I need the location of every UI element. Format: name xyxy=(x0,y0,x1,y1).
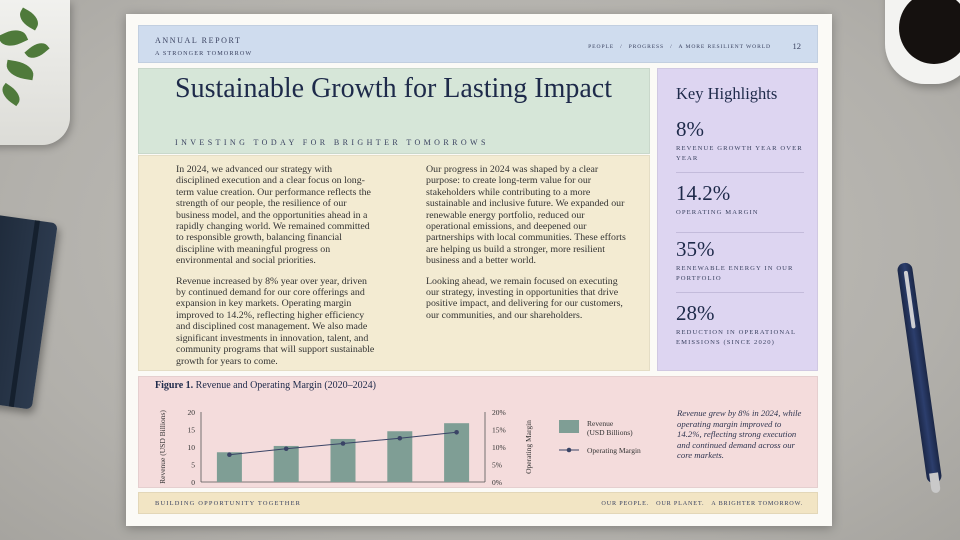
revenue-bar xyxy=(216,452,242,482)
margin-point xyxy=(340,441,346,446)
highlight-value: 14.2% xyxy=(676,181,731,205)
margin-point xyxy=(227,452,232,457)
footer-people: OUR PEOPLE. xyxy=(601,500,650,507)
x-tick-label: 2023 xyxy=(392,487,407,489)
footer-planet: OUR PLANET. xyxy=(656,500,705,507)
footer-tagline: BUILDING OPPORTUNITY TOGETHER xyxy=(155,500,302,507)
y-tick-label: 20 xyxy=(188,408,196,417)
breadcrumb-people: PEOPLE xyxy=(588,44,615,50)
figure-caption: Figure 1. Revenue and Operating Margin (… xyxy=(155,380,376,391)
breadcrumb: PEOPLE / PROGRESS / A MORE RESILIENT WOR… xyxy=(588,44,771,50)
y-axis-title-right: Operating Margin xyxy=(524,420,533,474)
margin-point xyxy=(397,435,403,441)
highlight-item: 28% REDUCTION IN OPERATIONAL EMISSIONS (… xyxy=(676,301,804,357)
page-number: 12 xyxy=(792,41,802,51)
legend-label-revenue: Revenue xyxy=(587,419,614,428)
y-axis-title: Revenue (USD Billions) xyxy=(158,410,167,484)
body-section: In 2024, we advanced our strategy with d… xyxy=(138,155,650,371)
y-tick-label: 0 xyxy=(191,478,195,487)
x-tick-label: 2020 xyxy=(222,487,237,489)
highlight-value: 35% xyxy=(676,237,715,261)
breadcrumb-world: A MORE RESILIENT WORLD xyxy=(678,44,771,50)
legend-swatch-revenue xyxy=(559,420,579,433)
figure-number: Figure 1. xyxy=(155,380,194,391)
paragraph: Looking ahead, we remain focused on exec… xyxy=(426,275,623,321)
doc-subtitle: A STRONGER TOMORROW xyxy=(155,50,253,57)
breadcrumb-sep: / xyxy=(670,44,673,50)
y-tick-label-right: 5% xyxy=(492,461,502,470)
y-tick-label: 5 xyxy=(191,461,195,470)
y-tick-label-right: 20% xyxy=(492,408,506,417)
highlights-heading: Key Highlights xyxy=(676,84,778,103)
text-column-2: Our progress in 2024 was shaped by a cle… xyxy=(426,164,626,330)
breadcrumb-progress: PROGRESS xyxy=(628,44,665,50)
margin-point xyxy=(283,446,289,452)
margin-point xyxy=(454,430,459,435)
highlight-value: 28% xyxy=(676,301,715,325)
figure-section: Figure 1. Revenue and Operating Margin (… xyxy=(138,376,818,489)
legend-marker-margin xyxy=(566,447,572,453)
footer-slogan: OUR PEOPLE. OUR PLANET. A BRIGHTER TOMOR… xyxy=(601,500,803,507)
y-tick-label-right: 10% xyxy=(492,443,506,452)
x-tick-label: 2022 xyxy=(336,487,351,489)
coffee-cup xyxy=(885,0,960,84)
y-tick-label-right: 15% xyxy=(492,426,506,435)
x-tick-label: 2021 xyxy=(279,487,294,489)
report-page: ANNUAL REPORT A STRONGER TOMORROW PEOPLE… xyxy=(126,14,832,526)
page-title: Sustainable Growth for Lasting Impact xyxy=(175,73,613,104)
paragraph: Revenue increased by 8% year over year, … xyxy=(176,275,375,367)
text-column-1: In 2024, we advanced our strategy with d… xyxy=(176,164,376,376)
legend-label-margin: Operating Margin xyxy=(587,446,641,455)
y-tick-label-right: 0% xyxy=(492,478,502,487)
paragraph: Our progress in 2024 was shaped by a cle… xyxy=(426,164,626,267)
page-header: ANNUAL REPORT A STRONGER TOMORROW PEOPLE… xyxy=(138,25,818,63)
footer-tomorrow: A BRIGHTER TOMORROW. xyxy=(711,500,803,507)
revenue-bar xyxy=(330,438,356,482)
page-footer: BUILDING OPPORTUNITY TOGETHER OUR PEOPLE… xyxy=(138,492,818,514)
paragraph: In 2024, we advanced our strategy with d… xyxy=(176,164,371,267)
revenue-bar xyxy=(273,445,299,482)
highlight-item: 14.2% OPERATING MARGIN xyxy=(676,181,804,233)
highlight-item: 35% RENEWABLE ENERGY IN OUR PORTFOLIO xyxy=(676,237,804,293)
highlight-label: REDUCTION IN OPERATIONAL EMISSIONS (SINC… xyxy=(676,329,796,346)
legend-label-revenue: (USD Billions) xyxy=(587,428,633,437)
highlight-value: 8% xyxy=(676,117,704,141)
highlight-item: 8% REVENUE GROWTH YEAR OVER YEAR xyxy=(676,117,804,173)
highlight-label: OPERATING MARGIN xyxy=(676,209,759,216)
title-section: Sustainable Growth for Lasting Impact IN… xyxy=(138,68,650,154)
x-tick-label: 2024 xyxy=(449,487,464,489)
figure-note: Revenue grew by 8% in 2024, while operat… xyxy=(677,408,802,460)
revenue-margin-chart: 0 5 10 15 20 0% 5% 10% 15% 20% Revenue (USD Billio… xyxy=(158,408,641,489)
page-subtitle: INVESTING TODAY FOR BRIGHTER TOMORROWS xyxy=(175,138,489,147)
key-highlights-panel: Key Highlights 8% REVENUE GROWTH YEAR OV… xyxy=(657,68,818,371)
highlight-label: RENEWABLE ENERGY IN OUR PORTFOLIO xyxy=(676,265,794,282)
y-tick-label: 15 xyxy=(188,426,196,435)
breadcrumb-sep: / xyxy=(620,44,623,50)
highlight-label: REVENUE GROWTH YEAR OVER YEAR xyxy=(676,145,803,162)
doc-title: ANNUAL REPORT xyxy=(155,36,242,45)
y-tick-label: 10 xyxy=(188,443,196,452)
figure-title: Revenue and Operating Margin (2020–2024) xyxy=(195,380,376,391)
